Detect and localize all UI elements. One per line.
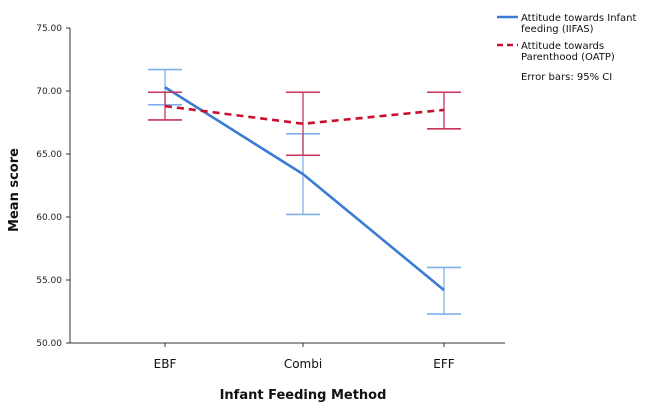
y-tick-label: 60.00 [36, 213, 62, 223]
series-0 [148, 68, 461, 315]
x-axis-label: Infant Feeding Method [220, 388, 387, 403]
y-tick-label: 55.00 [36, 276, 62, 286]
axes [69, 28, 505, 344]
series-line-0 [164, 86, 445, 292]
x-tick-label: EFF [433, 357, 454, 371]
x-tick-label: EBF [154, 357, 177, 371]
y-tick-label: 70.00 [36, 87, 62, 97]
legend-label: feeding (IIFAS) [521, 24, 594, 35]
y-axis-label: Mean score [7, 148, 22, 232]
series-line-1 [164, 104, 445, 126]
y-tick-label: 75.00 [36, 24, 62, 34]
error-bars-note: Error bars: 95% CI [521, 72, 612, 83]
x-tick-label: Combi [284, 357, 322, 371]
series-1 [148, 91, 461, 157]
legend-label: Parenthood (OATP) [521, 52, 615, 63]
y-tick-label: 50.00 [36, 339, 62, 349]
legend-label: Attitude towards [521, 41, 604, 52]
series-layer [148, 68, 461, 315]
y-tick-label: 65.00 [36, 150, 62, 160]
legend-label: Attitude towards Infant [521, 13, 637, 24]
y-axis-ticks: 50.00 55.00 60.00 65.00 70.00 75.00 [36, 24, 70, 349]
x-axis-ticks: EBF Combi EFF [154, 343, 455, 371]
error-bars-1 [148, 91, 461, 157]
